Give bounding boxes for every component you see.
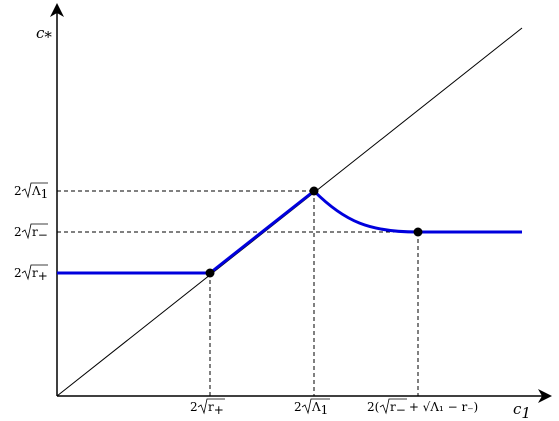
sqrt-sign xyxy=(379,398,407,415)
svg-text:r−: r− xyxy=(32,225,48,242)
y-axis-label: c* xyxy=(36,24,52,46)
y-tick-lambda: 2 Λ1 xyxy=(14,182,48,201)
svg-text:2: 2 xyxy=(14,225,22,239)
y-tick-r-plus: 2 r+ xyxy=(14,264,48,283)
sqrt-sign xyxy=(197,398,225,415)
svg-text:r+: r+ xyxy=(32,266,48,283)
sqrt-sign xyxy=(21,264,48,281)
sqrt-sign xyxy=(21,223,48,240)
x-tick-lambda: 2 Λ1 xyxy=(294,398,330,417)
y-tick-r-minus: 2 r− xyxy=(14,223,48,242)
svg-text:r+: r+ xyxy=(208,400,224,417)
svg-text:2: 2 xyxy=(14,266,22,280)
svg-text:Λ1: Λ1 xyxy=(31,184,48,201)
svg-text:Λ1: Λ1 xyxy=(311,400,328,417)
point-r-minus xyxy=(413,227,423,237)
svg-text:r−+ √Λ₁ − r₋): r− + √Λ₁ − r₋) xyxy=(390,400,478,417)
x-tick-r-plus: 2 r+ xyxy=(190,398,225,417)
point-r-plus xyxy=(205,268,215,278)
sqrt-sign xyxy=(301,398,330,415)
svg-text:2: 2 xyxy=(190,400,198,414)
svg-text:2: 2 xyxy=(14,184,22,198)
marked-points xyxy=(205,186,423,278)
svg-text:2(: 2( xyxy=(367,400,379,414)
x-axis-label: c1 xyxy=(513,400,531,421)
axes xyxy=(56,8,545,397)
sqrt-sign xyxy=(21,182,48,199)
arrow-up-icon xyxy=(50,3,64,17)
point-lambda xyxy=(309,186,319,196)
guide-lines xyxy=(57,190,419,396)
svg-text:2: 2 xyxy=(294,400,302,414)
arrow-right-icon xyxy=(538,389,552,403)
x-tick-combo: 2( r− + √Λ₁ − r₋) xyxy=(367,398,478,417)
